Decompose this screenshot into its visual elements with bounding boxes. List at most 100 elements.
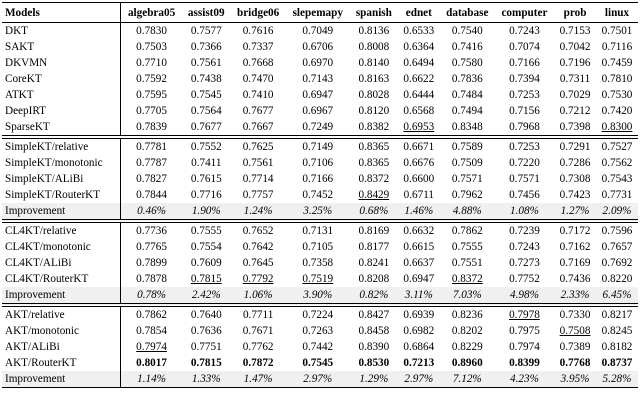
- model-name: CoreKT: [2, 71, 122, 87]
- cell-value: 0.7398: [559, 121, 591, 133]
- model-name: AKT/ALiBi: [2, 339, 122, 355]
- row-group: SimpleKT/relative 0.7781 0.7552 0.7625 0.714…: [2, 137, 638, 221]
- cell-value: 0.8236: [451, 309, 483, 321]
- cell-value: 0.7862: [451, 225, 483, 237]
- cell-value: 0.8245: [601, 325, 633, 337]
- cell-value: 0.7765: [136, 241, 167, 253]
- cell-value: 0.7196: [559, 57, 591, 69]
- cell-value: 3.11%: [397, 287, 440, 305]
- cell-value: 0.6568: [403, 105, 435, 117]
- cell-value: 5.28%: [596, 371, 638, 388]
- cell-value: 0.7554: [190, 241, 222, 253]
- cell-value: 0.6982: [403, 325, 435, 337]
- table-row: ATKT 0.7595 0.7545 0.7410 0.6947 0.8028 0.6444…: [2, 87, 638, 103]
- cell-value: 0.7508: [559, 325, 591, 337]
- cell-value: 0.7074: [509, 41, 540, 53]
- cell-value: 0.7705: [136, 105, 167, 117]
- cell-value: 0.7545: [190, 89, 222, 101]
- model-name: DKT: [2, 22, 122, 39]
- cell-value: 0.7438: [190, 73, 222, 85]
- table-row: SAKT 0.7503 0.7366 0.7337 0.6706 0.8008 0.6364…: [2, 39, 638, 55]
- cell-value: 0.7389: [559, 341, 591, 353]
- cell-value: 0.7571: [451, 173, 483, 185]
- cell-value: 0.7330: [559, 309, 591, 321]
- cell-value: 7.03%: [439, 287, 495, 305]
- cell-value: 0.8008: [358, 41, 390, 53]
- cell-value: 0.7781: [136, 141, 167, 153]
- cell-value: 0.7640: [190, 309, 222, 321]
- table-row: AKT/RouterKT 0.8017 0.7815 0.7872 0.7545 0.85…: [2, 355, 638, 371]
- cell-value: 2.33%: [554, 287, 596, 305]
- cell-value: 0.8163: [358, 73, 390, 85]
- cell-value: 0.7830: [136, 25, 167, 37]
- cell-value: 0.6533: [403, 25, 435, 37]
- table-row: AKT/relative 0.7862 0.7640 0.7711 0.7224 0.84…: [2, 305, 638, 323]
- cell-value: 0.7844: [136, 189, 167, 201]
- cell-value: 0.7172: [559, 225, 591, 237]
- row-group: DKT 0.7830 0.7577 0.7616 0.7049 0.8136 0.6533 0…: [2, 22, 638, 137]
- cell-value: 0.7410: [242, 89, 274, 101]
- cell-value: 3.25%: [285, 203, 350, 221]
- cell-value: 0.7337: [242, 41, 274, 53]
- cell-value: 1.47%: [230, 371, 286, 388]
- cell-value: 0.6494: [403, 57, 435, 69]
- cell-value: 0.8365: [358, 157, 390, 169]
- table-row: SimpleKT/ALiBi 0.7827 0.7615 0.7714 0.7166 0.…: [2, 171, 638, 187]
- model-name: SimpleKT/ALiBi: [2, 171, 122, 187]
- cell-value: 0.7286: [559, 157, 591, 169]
- cell-value: 0.7049: [302, 25, 334, 37]
- cell-value: 0.8017: [136, 357, 167, 369]
- cell-value: 0.8217: [601, 309, 633, 321]
- cell-value: 0.7677: [190, 121, 222, 133]
- cell-value: 0.7105: [302, 241, 334, 253]
- cell-value: 0.6970: [302, 57, 334, 69]
- cell-value: 0.7668: [242, 57, 274, 69]
- table-row: DeepIRT 0.7705 0.7564 0.7677 0.6967 0.8120 0.6…: [2, 103, 638, 119]
- cell-value: 0.7551: [451, 257, 483, 269]
- cell-value: 1.90%: [181, 203, 231, 221]
- column-header: bridge06: [230, 2, 286, 23]
- cell-value: 0.8169: [358, 225, 390, 237]
- cell-value: 0.7899: [136, 257, 167, 269]
- model-name: CL4KT/monotonic: [2, 239, 122, 255]
- cell-value: 0.7509: [451, 157, 483, 169]
- cell-value: 0.7253: [509, 89, 540, 101]
- cell-value: 0.8372: [358, 173, 390, 185]
- table-row: SparseKT 0.7839 0.7677 0.7667 0.7249 0.8382 0.…: [2, 119, 638, 137]
- row-group: CL4KT/relative 0.7736 0.7555 0.7652 0.7131 0.…: [2, 221, 638, 305]
- cell-value: 0.7503: [136, 41, 167, 53]
- cell-value: 0.6622: [403, 73, 435, 85]
- cell-value: 0.7636: [190, 325, 222, 337]
- cell-value: 0.7561: [242, 157, 274, 169]
- cell-value: 0.7456: [509, 189, 540, 201]
- cell-value: 0.8390: [358, 341, 390, 353]
- cell-value: 0.8220: [601, 273, 633, 285]
- model-name: SparseKT: [2, 119, 122, 137]
- cell-value: 0.8530: [358, 357, 390, 369]
- cell-value: 0.7762: [242, 341, 274, 353]
- model-name: Improvement: [2, 371, 122, 388]
- cell-value: 0.7545: [302, 357, 334, 369]
- cell-value: 0.7220: [509, 157, 540, 169]
- cell-value: 2.42%: [181, 287, 231, 305]
- table-row: CoreKT 0.7592 0.7438 0.7470 0.7143 0.8163 0.66…: [2, 71, 638, 87]
- cell-value: 0.8399: [509, 357, 540, 369]
- cell-value: 0.7596: [601, 225, 633, 237]
- cell-value: 0.7962: [451, 189, 483, 201]
- model-name: SimpleKT/relative: [2, 137, 122, 155]
- cell-value: 0.7757: [242, 189, 274, 201]
- cell-value: 0.7436: [559, 273, 591, 285]
- cell-value: 0.7815: [190, 357, 222, 369]
- cell-value: 0.7589: [451, 141, 483, 153]
- column-header: computer: [494, 2, 555, 23]
- cell-value: 0.6637: [403, 257, 435, 269]
- cell-value: 0.7358: [302, 257, 334, 269]
- cell-value: 0.7862: [136, 309, 167, 321]
- cell-value: 0.8136: [358, 25, 390, 37]
- column-header: algebra05: [120, 2, 182, 23]
- model-name: CL4KT/ALiBi: [2, 255, 122, 271]
- cell-value: 1.27%: [554, 203, 596, 221]
- cell-value: 0.7677: [242, 105, 274, 117]
- cell-value: 0.7580: [451, 57, 483, 69]
- cell-value: 1.46%: [397, 203, 440, 221]
